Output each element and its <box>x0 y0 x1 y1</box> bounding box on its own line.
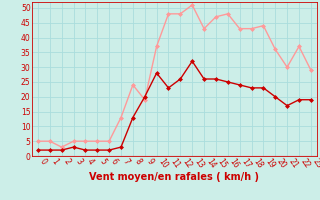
X-axis label: Vent moyen/en rafales ( km/h ): Vent moyen/en rafales ( km/h ) <box>89 172 260 182</box>
